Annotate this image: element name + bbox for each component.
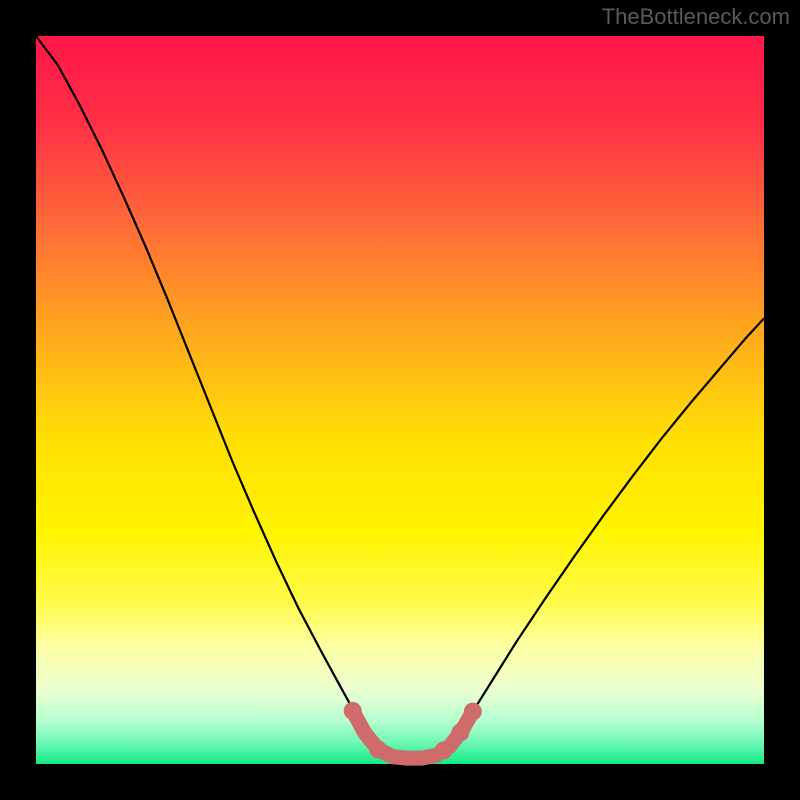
chart-root: TheBottleneck.com xyxy=(0,0,800,800)
plot-gradient-background xyxy=(36,36,764,764)
bottleneck-chart xyxy=(0,0,800,800)
